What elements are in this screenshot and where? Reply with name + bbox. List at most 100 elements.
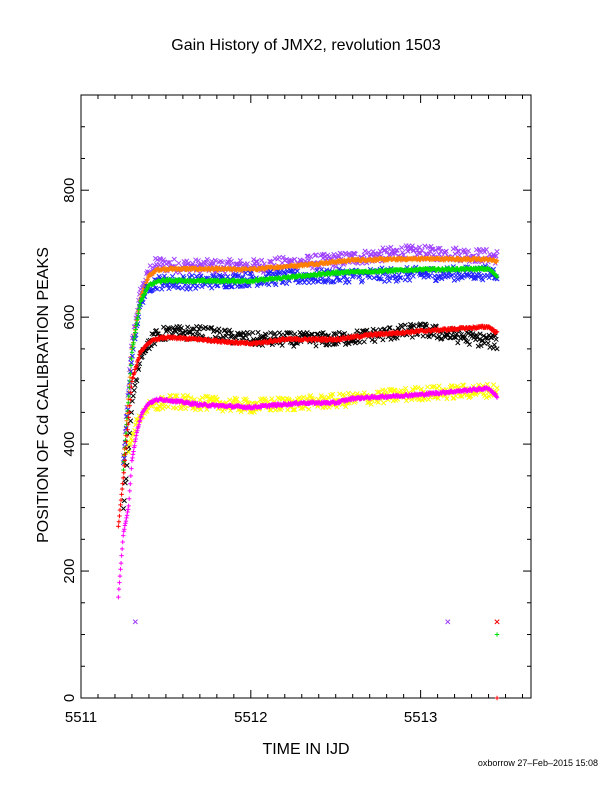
outlier-point bbox=[132, 619, 138, 625]
data-point-series-2 bbox=[439, 276, 445, 282]
data-point-series-4 bbox=[409, 334, 415, 340]
data-point-series-3 bbox=[129, 356, 134, 362]
data-point-series-7 bbox=[122, 523, 128, 528]
data-point-series-2 bbox=[194, 283, 201, 289]
data-point-series-0 bbox=[228, 258, 234, 264]
data-point-series-5 bbox=[118, 502, 123, 508]
data-point-series-0 bbox=[251, 257, 257, 263]
footer-credit: oxborrow 27–Feb–2015 15:08 bbox=[478, 758, 598, 768]
data-point-series-3 bbox=[131, 336, 137, 341]
data-point-series-5 bbox=[117, 513, 122, 519]
data-point-series-2 bbox=[154, 286, 160, 292]
data-point-series-2 bbox=[242, 283, 248, 289]
data-point-series-5 bbox=[116, 524, 121, 529]
data-point-series-0 bbox=[394, 247, 400, 253]
data-point-series-0 bbox=[321, 251, 327, 257]
y-tick-label: 800 bbox=[61, 178, 78, 203]
data-point-series-2 bbox=[427, 273, 433, 279]
outlier-point bbox=[494, 695, 500, 701]
data-point-series-0 bbox=[417, 250, 423, 256]
data-point-series-0 bbox=[212, 257, 218, 263]
data-point-series-6 bbox=[381, 400, 387, 406]
data-point-series-3 bbox=[136, 311, 141, 316]
data-point-series-2 bbox=[384, 274, 390, 280]
data-point-series-2 bbox=[359, 277, 365, 283]
data-point-series-2 bbox=[301, 279, 308, 286]
data-point-series-6 bbox=[436, 383, 442, 389]
data-point-series-2 bbox=[129, 353, 135, 359]
data-point-series-5 bbox=[121, 475, 126, 481]
outlier-point bbox=[494, 632, 500, 637]
data-point-series-3 bbox=[143, 289, 148, 294]
data-point-series-2 bbox=[344, 276, 350, 282]
data-point-series-2 bbox=[280, 280, 286, 286]
data-point-series-3 bbox=[130, 345, 135, 351]
data-point-series-0 bbox=[289, 258, 295, 264]
data-point-series-7 bbox=[123, 518, 129, 524]
plot-area: 5511 5512 5513 0 200 400 600 800 bbox=[61, 94, 532, 726]
data-point-series-5 bbox=[130, 375, 136, 380]
data-point-series-2 bbox=[235, 273, 242, 279]
data-point-series-4 bbox=[485, 340, 491, 346]
data-point-series-0 bbox=[453, 245, 459, 251]
plot-frame bbox=[80, 94, 532, 699]
data-point-series-2 bbox=[225, 274, 231, 280]
data-point-series-0 bbox=[361, 252, 367, 258]
y-axis-title: POSITION OF Cd CALIBRATION PEAKS bbox=[35, 247, 52, 543]
data-point-series-0 bbox=[400, 252, 406, 258]
data-point-series-0 bbox=[437, 245, 443, 251]
data-point-series-0 bbox=[477, 248, 483, 254]
data-point-series-7 bbox=[124, 515, 129, 521]
data-point-series-4 bbox=[130, 393, 136, 399]
data-point-series-2 bbox=[378, 276, 384, 282]
data-point-series-7 bbox=[118, 567, 123, 572]
data-point-series-7 bbox=[120, 539, 125, 545]
data-point-series-2 bbox=[480, 277, 486, 283]
data-point-series-3 bbox=[136, 307, 142, 312]
data-point-series-0 bbox=[409, 243, 415, 249]
data-point-series-0 bbox=[382, 247, 388, 253]
data-point-series-5 bbox=[117, 507, 123, 513]
data-point-series-7 bbox=[131, 449, 136, 454]
data-point-series-4 bbox=[493, 336, 499, 342]
data-point-series-0 bbox=[399, 245, 405, 251]
data-point-series-0 bbox=[280, 254, 286, 260]
data-point-series-4 bbox=[455, 340, 461, 346]
data-point-series-2 bbox=[277, 270, 283, 276]
data-point-series-0 bbox=[419, 247, 425, 254]
data-point-series-2 bbox=[166, 286, 172, 292]
data-point-series-3 bbox=[128, 371, 133, 376]
data-point-series-2 bbox=[342, 273, 348, 279]
data-point-series-7 bbox=[130, 455, 135, 461]
data-point-series-6 bbox=[301, 394, 307, 400]
data-point-series-2 bbox=[346, 279, 352, 285]
data-point-series-0 bbox=[456, 248, 462, 255]
data-point-series-1 bbox=[127, 374, 133, 380]
data-point-series-3 bbox=[133, 330, 138, 335]
data-point-series-7 bbox=[121, 533, 126, 538]
data-point-series-0 bbox=[429, 246, 435, 252]
data-point-series-0 bbox=[438, 248, 444, 254]
data-point-series-3 bbox=[127, 385, 132, 390]
data-point-series-0 bbox=[388, 244, 394, 250]
data-point-series-0 bbox=[165, 259, 171, 266]
data-point-series-5 bbox=[116, 519, 122, 524]
data-point-series-6 bbox=[173, 405, 179, 411]
data-point-series-2 bbox=[312, 277, 318, 283]
data-point-series-0 bbox=[284, 256, 290, 262]
data-point-series-1 bbox=[494, 258, 500, 263]
data-point-series-0 bbox=[313, 252, 319, 258]
data-point-series-3 bbox=[137, 302, 143, 307]
outlier-point bbox=[494, 619, 500, 625]
data-point-series-4 bbox=[354, 328, 360, 334]
data-point-series-0 bbox=[381, 247, 387, 254]
data-point-series-7 bbox=[118, 560, 124, 566]
x-tick-label: 5513 bbox=[404, 709, 437, 726]
data-point-series-3 bbox=[135, 317, 140, 322]
data-point-series-4 bbox=[123, 476, 129, 482]
data-point-series-0 bbox=[352, 251, 358, 257]
data-point-series-3 bbox=[132, 333, 137, 339]
data-point-series-6 bbox=[494, 385, 500, 391]
data-point-series-0 bbox=[259, 257, 265, 263]
data-point-series-5 bbox=[119, 486, 125, 492]
